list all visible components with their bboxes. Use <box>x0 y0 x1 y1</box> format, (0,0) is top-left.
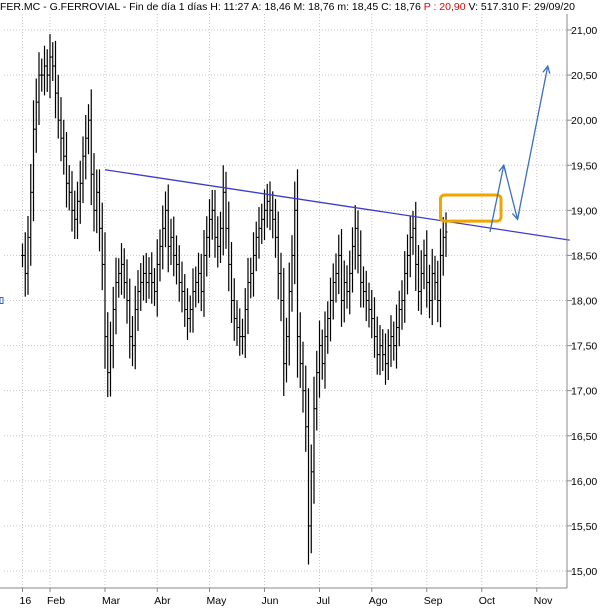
y-tick-label: 17,50 <box>571 341 597 353</box>
y-axis-labels: 21,00 20,50 20,00 19,50 19,00 18,50 18,00 17,50… <box>571 25 597 578</box>
axes <box>0 14 572 592</box>
y-tick-label: 15,50 <box>571 521 597 533</box>
header-symbol: FER.MC - G.FERROVIAL - Fin de día 1 días <box>0 1 208 13</box>
y-tick-label: 18,00 <box>571 296 597 308</box>
y-tick-label: 20,50 <box>571 70 597 82</box>
x-tick-label: Sep <box>424 595 443 607</box>
y-tick-label: 21,00 <box>571 25 597 37</box>
price-bars <box>21 34 448 565</box>
resistance-trendline <box>104 169 570 241</box>
y-tick-label: 20,00 <box>571 115 597 127</box>
y-tick-label: 17,00 <box>571 386 597 398</box>
breakout-highlight-box <box>439 193 503 223</box>
y-tick-label: 19,50 <box>571 160 597 172</box>
projection-path <box>489 65 549 233</box>
y-tick-label: 16,50 <box>571 431 597 443</box>
x-tick-label: Feb <box>47 595 65 607</box>
annotations <box>104 64 570 241</box>
projection-arrowhead <box>498 163 507 173</box>
x-tick-label: Oct <box>479 595 495 607</box>
x-tick-label: Nov <box>534 595 553 607</box>
x-tick-label: Mar <box>102 595 121 607</box>
header-volume-date: V: 517.310 F: 29/09/20 <box>468 1 575 13</box>
y-tick-label: 15,00 <box>571 566 597 578</box>
x-tick-label: Jun <box>262 595 279 607</box>
x-tick-label: Ago <box>369 595 388 607</box>
x-tick-label: Abr <box>154 595 171 607</box>
header-projection-value: P : 20,90 <box>423 1 466 13</box>
projection-arrowhead <box>511 211 520 221</box>
x-tick-label: May <box>207 595 228 607</box>
y-tick-label: 18,50 <box>571 250 597 262</box>
x-axis-labels: 16 Feb Mar Abr May Jun Jul Ago Sep Oct Nov <box>20 595 554 607</box>
chart-header: FER.MC - G.FERROVIAL - Fin de día 1 días… <box>0 0 600 14</box>
projection-arrowhead <box>542 64 551 74</box>
x-tick-label: 16 <box>20 595 32 607</box>
y-tick-label: 19,00 <box>571 205 597 217</box>
left-edge-marker <box>0 297 4 304</box>
grid <box>4 14 567 588</box>
x-tick-label: Jul <box>317 595 330 607</box>
header-ohlc: H: 11:27 A: 18,46 M: 18,76 m: 18,45 C: 1… <box>210 1 421 13</box>
y-tick-label: 16,00 <box>571 476 597 488</box>
